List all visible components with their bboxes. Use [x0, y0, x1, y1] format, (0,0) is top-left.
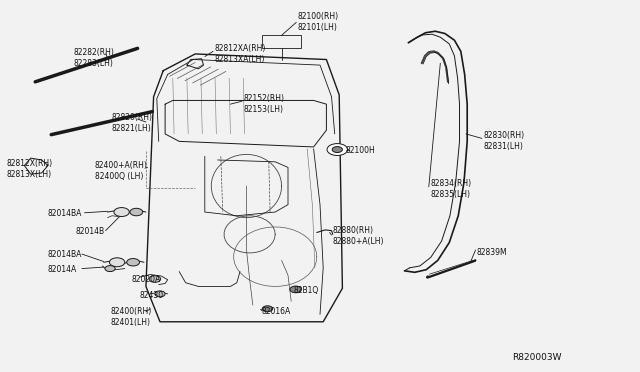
Text: 82839M: 82839M [477, 248, 508, 257]
Bar [262, 35, 301, 48]
Circle shape [262, 306, 273, 312]
Circle shape [130, 208, 143, 216]
Text: 82014BA: 82014BA [48, 250, 83, 259]
Text: 82B1Q: 82B1Q [293, 286, 318, 295]
Circle shape [114, 208, 129, 217]
Text: 82820(RH)
82821(LH): 82820(RH) 82821(LH) [112, 113, 153, 133]
Text: 82100(RH)
82101(LH): 82100(RH) 82101(LH) [298, 12, 339, 32]
Circle shape [332, 147, 342, 153]
Text: 82014BA: 82014BA [48, 209, 83, 218]
Circle shape [109, 258, 125, 267]
Text: 82020A: 82020A [131, 275, 161, 284]
Text: 82830(RH)
82831(LH): 82830(RH) 82831(LH) [483, 131, 524, 151]
Text: 82016A: 82016A [261, 307, 291, 316]
Text: 82014A: 82014A [48, 265, 77, 274]
Text: 82834(RH)
82835(LH): 82834(RH) 82835(LH) [430, 179, 471, 199]
Text: 82014B: 82014B [76, 227, 105, 236]
Text: 82100H: 82100H [346, 146, 375, 155]
Text: 82430: 82430 [140, 291, 164, 300]
Text: R820003W: R820003W [512, 353, 561, 362]
Circle shape [155, 291, 165, 297]
Text: 82400+A(RH)
82400Q (LH): 82400+A(RH) 82400Q (LH) [95, 161, 148, 181]
Circle shape [127, 259, 140, 266]
Circle shape [149, 276, 161, 282]
Circle shape [105, 266, 115, 272]
Circle shape [327, 144, 348, 155]
Text: 82282(RH)
82283(LH): 82282(RH) 82283(LH) [74, 48, 115, 68]
Text: 82880(RH)
82880+A(LH): 82880(RH) 82880+A(LH) [333, 226, 384, 246]
Text: 82812X(RH)
82813X(LH): 82812X(RH) 82813X(LH) [6, 159, 52, 179]
Text: 82812XA(RH)
82813XA(LH): 82812XA(RH) 82813XA(LH) [214, 44, 266, 64]
Text: 82400(RH)
82401(LH): 82400(RH) 82401(LH) [110, 307, 151, 327]
Text: 82152(RH)
82153(LH): 82152(RH) 82153(LH) [243, 94, 284, 114]
Circle shape [290, 286, 301, 293]
